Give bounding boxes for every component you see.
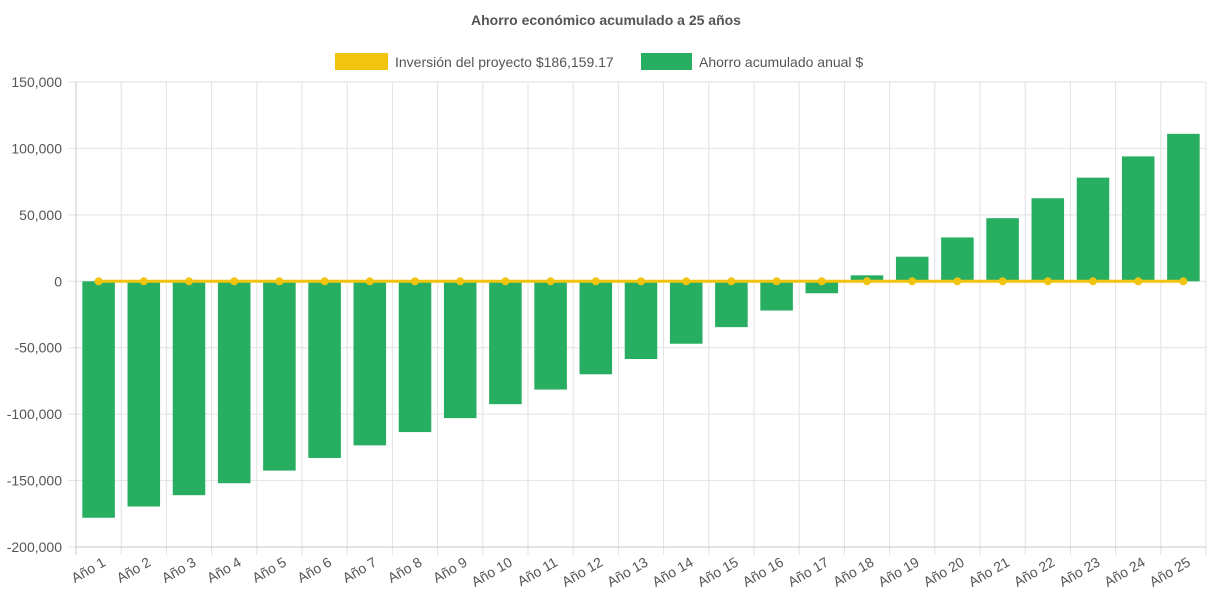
bar [1167, 133, 1200, 282]
x-tick-label: Año 12 [559, 554, 606, 590]
line-point [1043, 277, 1052, 286]
line-point [727, 277, 736, 286]
line-point [501, 277, 510, 286]
x-tick-label: Año 13 [604, 554, 651, 590]
line-point [230, 277, 239, 286]
y-tick-label: -50,000 [15, 340, 63, 356]
y-tick-label: 0 [54, 273, 62, 289]
legend-swatch-investment [335, 53, 388, 70]
legend-label-investment: Inversión del proyecto $186,159.17 [395, 54, 614, 70]
y-tick-label: -100,000 [7, 406, 62, 422]
bar [443, 281, 477, 419]
x-tick-label: Año 9 [430, 554, 470, 586]
x-tick-label: Año 7 [340, 554, 380, 586]
x-tick-label: Año 15 [694, 554, 741, 590]
bar [82, 281, 115, 518]
x-tick-label: Año 22 [1011, 554, 1058, 590]
line-point [908, 277, 917, 286]
bar [1076, 177, 1110, 282]
legend: Inversión del proyecto $186,159.17 Ahorr… [335, 53, 863, 70]
x-axis: Año 1 Año 2 Año 3 Año 4 Año 5 Año 6 Año 7 Año 8… [68, 554, 1193, 590]
line-point [998, 277, 1007, 286]
bar [308, 281, 341, 458]
x-tick-label: Año 11 [515, 554, 561, 590]
x-tick-label: Año 20 [920, 554, 967, 590]
chart-title: Ahorro económico acumulado a 25 años [471, 12, 741, 28]
line-point [94, 277, 103, 286]
x-tick-label: Año 25 [1146, 554, 1193, 590]
grid [68, 81, 1207, 555]
bar [263, 281, 296, 471]
x-tick-label: Año 21 [966, 554, 1013, 590]
x-tick-label: Año 16 [740, 554, 787, 590]
y-tick-label: 50,000 [19, 207, 62, 223]
x-tick-label: Año 5 [249, 554, 289, 586]
bar [353, 281, 387, 446]
bar [986, 218, 1019, 282]
bar [941, 237, 974, 282]
line-point [546, 277, 555, 286]
y-tick-label: 100,000 [11, 140, 62, 156]
bar [624, 281, 658, 360]
bar [1031, 198, 1065, 282]
line-point [411, 277, 419, 286]
line-point [953, 277, 962, 286]
bar [715, 281, 748, 328]
bar [669, 281, 703, 344]
x-tick-label: Año 10 [468, 554, 515, 590]
line-point [772, 277, 781, 286]
line-point [1179, 277, 1188, 286]
bar-series [82, 133, 1200, 518]
line-point [591, 277, 600, 286]
legend-label-savings: Ahorro acumulado anual $ [699, 54, 863, 70]
x-tick-label: Año 19 [875, 554, 922, 590]
legend-swatch-savings [641, 53, 692, 70]
line-point [1089, 277, 1097, 286]
line-point [185, 277, 193, 286]
line-point [863, 277, 871, 286]
bar [172, 281, 206, 496]
bar [127, 281, 161, 507]
x-tick-label: Año 17 [785, 554, 832, 590]
y-tick-label: 150,000 [11, 74, 62, 90]
x-tick-label: Año 6 [294, 554, 334, 586]
x-tick-label: Año 18 [830, 554, 877, 590]
x-tick-label: Año 24 [1101, 554, 1148, 590]
bar [805, 281, 839, 294]
x-tick-label: Año 1 [68, 554, 108, 586]
line-point [682, 277, 691, 286]
line-point [275, 277, 284, 286]
x-tick-label: Año 4 [204, 554, 244, 586]
line-point [817, 277, 826, 286]
bar [579, 281, 613, 375]
line-point [139, 277, 148, 286]
y-tick-label: -200,000 [7, 539, 62, 555]
bar [760, 281, 793, 311]
y-tick-label: -150,000 [7, 473, 62, 489]
line-point [456, 277, 465, 286]
x-tick-label: Año 2 [114, 554, 154, 586]
line-point [1134, 277, 1143, 286]
x-tick-label: Año 23 [1056, 554, 1103, 590]
line-point [637, 277, 645, 286]
line-series [94, 277, 1188, 286]
legend-item-investment[interactable]: Inversión del proyecto $186,159.17 [335, 53, 614, 70]
x-tick-label: Año 3 [159, 554, 199, 586]
bar [895, 256, 929, 282]
line-point [365, 277, 374, 286]
bar [1121, 156, 1155, 282]
x-tick-label: Año 14 [649, 554, 696, 590]
bar [489, 281, 522, 405]
bar [217, 281, 251, 484]
x-tick-label: Año 8 [385, 554, 425, 586]
bar [534, 281, 567, 390]
line-point [320, 277, 329, 286]
legend-item-savings[interactable]: Ahorro acumulado anual $ [641, 53, 863, 70]
y-axis: 150,000 100,000 50,000 0 -50,000 -100,000 -150… [7, 74, 62, 555]
bar [398, 281, 432, 433]
